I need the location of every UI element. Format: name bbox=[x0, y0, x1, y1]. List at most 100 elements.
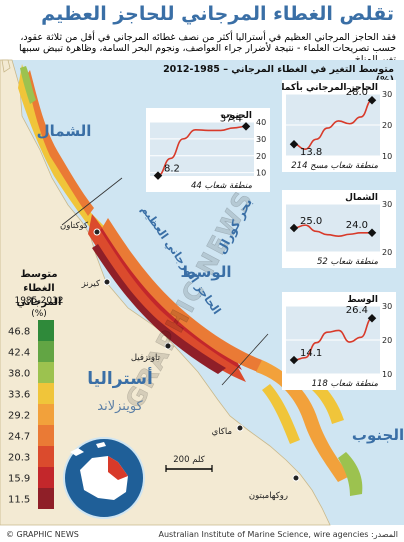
legend-value: 11.5 bbox=[8, 495, 30, 506]
end-marker bbox=[367, 228, 377, 238]
townsville-dot bbox=[164, 342, 172, 350]
globe-islands bbox=[70, 442, 106, 456]
legend-title: متوسط الغطاء المرجاني bbox=[16, 269, 62, 308]
end-value: 26.4 bbox=[346, 305, 368, 316]
tick-label: 20 bbox=[256, 152, 266, 161]
locator-globe bbox=[63, 437, 145, 519]
label-scale: 200 كلم bbox=[173, 455, 205, 465]
reef-north-inner bbox=[26, 70, 94, 216]
tick-label: 10 bbox=[382, 152, 392, 161]
legend-years: 1985-2012 bbox=[14, 296, 64, 306]
reef-central-outer bbox=[102, 218, 262, 372]
plot-area bbox=[150, 122, 254, 176]
legend-swatch bbox=[38, 362, 54, 383]
legend-value: 38.0 bbox=[8, 369, 30, 380]
tick-label: 30 bbox=[382, 302, 392, 311]
end-marker bbox=[241, 122, 251, 131]
reef-bands bbox=[18, 64, 363, 496]
legend-swatch bbox=[38, 488, 54, 509]
tick-label: 20 bbox=[382, 248, 392, 257]
series-line bbox=[293, 99, 373, 150]
tick-label: 30 bbox=[256, 135, 266, 144]
cairns-dot bbox=[103, 278, 111, 286]
tick-label: 10 bbox=[256, 169, 266, 178]
tick-label: 30 bbox=[382, 200, 392, 209]
legend-value: 46.8 bbox=[8, 327, 30, 338]
label-queensland: كوينزلاند bbox=[97, 399, 143, 414]
legend-swatch bbox=[38, 446, 54, 467]
legend-swatch bbox=[38, 425, 54, 446]
start-value: 8.2 bbox=[164, 164, 180, 175]
start-value: 14.1 bbox=[300, 348, 322, 359]
tick-label: 20 bbox=[382, 336, 392, 345]
chart-footer: 214 منطقة شعاب مسح bbox=[291, 161, 378, 171]
legend-unit: (%) bbox=[31, 309, 47, 319]
globe-queensland bbox=[108, 456, 128, 480]
end-value: 37.4 bbox=[220, 113, 242, 124]
legend-value: 20.3 bbox=[8, 453, 30, 464]
legend-swatch bbox=[38, 341, 54, 362]
legend-value: 24.7 bbox=[8, 432, 30, 443]
legend-value: 42.4 bbox=[8, 348, 30, 359]
cooktown-dot bbox=[93, 228, 101, 236]
label-mackay: ماكاي bbox=[212, 427, 232, 437]
land bbox=[0, 59, 331, 526]
reef-south-4 bbox=[262, 384, 300, 444]
rockhampton-dot bbox=[292, 474, 300, 482]
chart-footer: 52 منطقة شعاب bbox=[317, 257, 378, 267]
label-townsville: تاونزفيل bbox=[131, 353, 161, 363]
label-cooktown: كوكتاون bbox=[60, 221, 89, 231]
legend-value: 15.9 bbox=[8, 474, 30, 485]
cape-york bbox=[1, 59, 11, 73]
label-central: الوسط bbox=[181, 263, 232, 281]
chart-north: 30 20 25.0 24.0 الشمال 52 منطقة شعاب bbox=[282, 190, 396, 268]
tick-label: 20 bbox=[382, 121, 392, 130]
end-marker bbox=[367, 313, 377, 323]
reef-south-1 bbox=[256, 360, 350, 482]
legend-swatch bbox=[38, 320, 54, 341]
intro-text: فقد الحاجز المرجاني العظيم في أستراليا أ… bbox=[19, 32, 396, 65]
city-dots bbox=[93, 228, 300, 482]
label-rockhampton: روكهامبتون bbox=[249, 491, 288, 501]
legend-value: 33.6 bbox=[8, 390, 30, 401]
label-south: الجنوب bbox=[352, 426, 404, 444]
start-marker bbox=[289, 355, 299, 365]
legend-swatch bbox=[38, 383, 54, 404]
page-title: تقلص الغطاء المرجاني للحاجز العظيم bbox=[41, 3, 394, 25]
legend-scale: 46.8 42.4 38.0 33.6 29.2 24.7 20.3 15.9 11.5 bbox=[8, 320, 54, 509]
central-divider bbox=[221, 333, 269, 386]
plot-area bbox=[286, 204, 380, 252]
chart-title: الجنوب bbox=[221, 111, 252, 121]
chart-title: الشمال bbox=[345, 193, 378, 203]
label-australia: أستراليا bbox=[87, 367, 153, 389]
legend-swatch bbox=[38, 467, 54, 488]
end-marker bbox=[367, 95, 377, 105]
reef-south-3 bbox=[338, 452, 363, 496]
series-line bbox=[157, 125, 247, 177]
series-line bbox=[293, 317, 373, 361]
end-value: 24.0 bbox=[346, 220, 368, 231]
end-value: 28.0 bbox=[346, 87, 368, 98]
series-line bbox=[293, 224, 372, 237]
credit-left: © GRAPHIC NEWS bbox=[6, 530, 79, 539]
start-marker bbox=[153, 171, 163, 180]
chart-footer: 118 منطقة شعاب bbox=[312, 379, 379, 389]
legend-value: 29.2 bbox=[8, 411, 30, 422]
start-value: 13.8 bbox=[300, 147, 322, 158]
north-divider bbox=[61, 177, 123, 226]
label-cairns: كيرنز bbox=[81, 279, 101, 289]
reef-north-edge bbox=[20, 66, 36, 104]
label-north: الشمال bbox=[37, 122, 92, 140]
start-value: 25.0 bbox=[300, 216, 322, 227]
chart-title: الوسط bbox=[347, 295, 378, 305]
start-marker bbox=[289, 223, 299, 233]
tick-label: 30 bbox=[382, 90, 392, 99]
tick-label: 40 bbox=[256, 118, 266, 127]
chart-title: الحاجز المرجاني بأكمله bbox=[282, 81, 378, 93]
credit-source: المصدر: Australian Institute of Marine S… bbox=[158, 530, 398, 539]
mackay-dot bbox=[236, 424, 244, 432]
start-marker bbox=[289, 139, 299, 149]
